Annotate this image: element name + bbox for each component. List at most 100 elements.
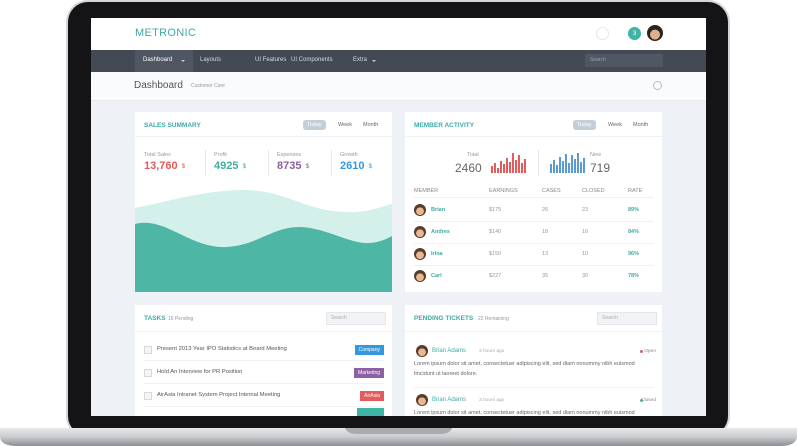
separator (268, 150, 269, 176)
panel-title: SALES SUMMARY (144, 122, 201, 129)
screen: METRONIC 3 Dashboard Layouts UI Features… (91, 18, 706, 416)
ticket-status: Closed (641, 398, 656, 403)
total-label: Total (467, 152, 479, 158)
panel-subtitle: 22 Remaining (478, 316, 509, 322)
table-cell: 84% (628, 229, 640, 235)
spark-bar (521, 163, 523, 173)
divider (135, 331, 392, 332)
sales-summary-panel: SALES SUMMARY Today Week Month Total Sales 1… (135, 112, 392, 292)
task-tag: Marketing (354, 368, 384, 378)
separator (205, 150, 206, 176)
stat-unit: $ (181, 163, 186, 170)
checkbox[interactable] (144, 346, 152, 354)
task-tag: AirAsia (360, 391, 384, 401)
panel-title: TASKS (144, 315, 166, 322)
spark-bar (503, 164, 505, 173)
spark-bar (524, 158, 526, 173)
member-avatar (414, 226, 426, 238)
divider (135, 136, 392, 137)
task-text: Present 2013 Year IPO Statistics at Boar… (157, 346, 287, 352)
ticket-time: 3 hours ago (479, 349, 505, 354)
divider (405, 136, 662, 137)
ticket-text: Lorem ipsum dolor sit amet, consectetuer… (414, 410, 635, 416)
stat-unit: $ (305, 163, 310, 170)
tab[interactable]: Today (573, 120, 596, 130)
ticket-time: 3 hours ago (479, 398, 505, 403)
divider (414, 197, 654, 198)
member-name[interactable]: Irina (431, 251, 443, 257)
nav-item[interactable]: UI Components (291, 57, 333, 63)
search-box[interactable]: Search (597, 312, 657, 325)
tab[interactable]: Month (363, 122, 379, 128)
table-cell: 10 (582, 251, 589, 257)
notification-badge[interactable]: 3 (628, 27, 641, 40)
new-value: 719 (590, 161, 611, 175)
divider (144, 383, 384, 384)
page-title: Dashboard (134, 80, 183, 91)
table-cell: 96% (628, 251, 640, 257)
stat-unit: $ (368, 163, 373, 170)
spark-bar (518, 155, 520, 173)
table-cell: 30 (582, 273, 589, 279)
checkbox[interactable] (144, 369, 152, 377)
member-avatar (414, 204, 426, 216)
title-bar: Dashboard Customer Care (91, 72, 706, 101)
spark-bar (497, 167, 499, 173)
status-dot (640, 399, 643, 402)
tab[interactable]: Today (303, 120, 326, 130)
nav-item[interactable]: Layouts (200, 57, 222, 63)
spark-bar (512, 153, 514, 173)
checkbox[interactable] (144, 392, 152, 400)
stat-value: 2610 (340, 160, 365, 172)
spark-bar (494, 163, 496, 173)
stat-value: 13,760 (144, 160, 178, 172)
table-cell: $150 (489, 251, 502, 257)
column-header: RATE (628, 188, 643, 194)
tab[interactable]: Week (338, 122, 352, 128)
member-activity-panel: MEMBER ACTIVITY Total 2460 New 719 Today… (405, 112, 662, 292)
spark-bar (559, 156, 561, 173)
stat-unit: $ (242, 163, 247, 170)
wave-front (135, 222, 392, 292)
divider (405, 331, 662, 332)
member-name[interactable]: Andres (431, 229, 450, 235)
panel-title: PENDING TICKETS (414, 315, 474, 322)
nav-item[interactable]: Dashboard (143, 57, 173, 63)
tab[interactable]: Month (633, 122, 649, 128)
nav-bar: Dashboard Layouts UI Features UI Compone… (91, 50, 706, 72)
nav-search[interactable]: Search (585, 54, 663, 67)
column-header: CASES (542, 188, 561, 194)
member-name[interactable]: Carl (431, 273, 442, 279)
spark-bar (500, 160, 502, 173)
nav-item[interactable]: UI Features (255, 57, 287, 63)
user-avatar[interactable] (647, 25, 663, 41)
stat-label: Growth (340, 152, 358, 158)
search-box[interactable]: Search (326, 312, 386, 325)
ticket-name[interactable]: Brian Adams (432, 397, 467, 403)
tab[interactable]: Week (608, 122, 622, 128)
ticket-name[interactable]: Brian Adams (432, 348, 467, 354)
page-subtitle: Customer Care (191, 83, 225, 89)
panel-title: MEMBER ACTIVITY (414, 122, 475, 129)
spark-bar (509, 162, 511, 173)
column-header: MEMBER (414, 188, 439, 194)
spark-bar (562, 160, 564, 173)
panel-subtitle: 16 Pending (168, 316, 194, 322)
member-avatar (414, 270, 426, 282)
brand[interactable]: METRONIC (135, 27, 197, 39)
stat-value: 4925 (214, 160, 239, 172)
column-header: CLOSED (582, 188, 605, 194)
spark-bar (577, 153, 579, 173)
caret (181, 60, 185, 64)
pending-tickets-panel: PENDING TICKETS 22 Remaining Search Bria… (405, 305, 662, 416)
icon-button[interactable] (596, 27, 609, 40)
spark-bar (580, 162, 582, 173)
spark-bar (491, 166, 493, 173)
settings-icon[interactable] (653, 81, 662, 90)
spark-bar (568, 163, 570, 173)
total-value: 2460 (455, 161, 482, 175)
nav-item[interactable]: Extra (353, 57, 368, 63)
task-tag-partial (357, 408, 384, 416)
ticket-avatar (416, 345, 428, 357)
member-name[interactable]: Brian (431, 207, 446, 213)
